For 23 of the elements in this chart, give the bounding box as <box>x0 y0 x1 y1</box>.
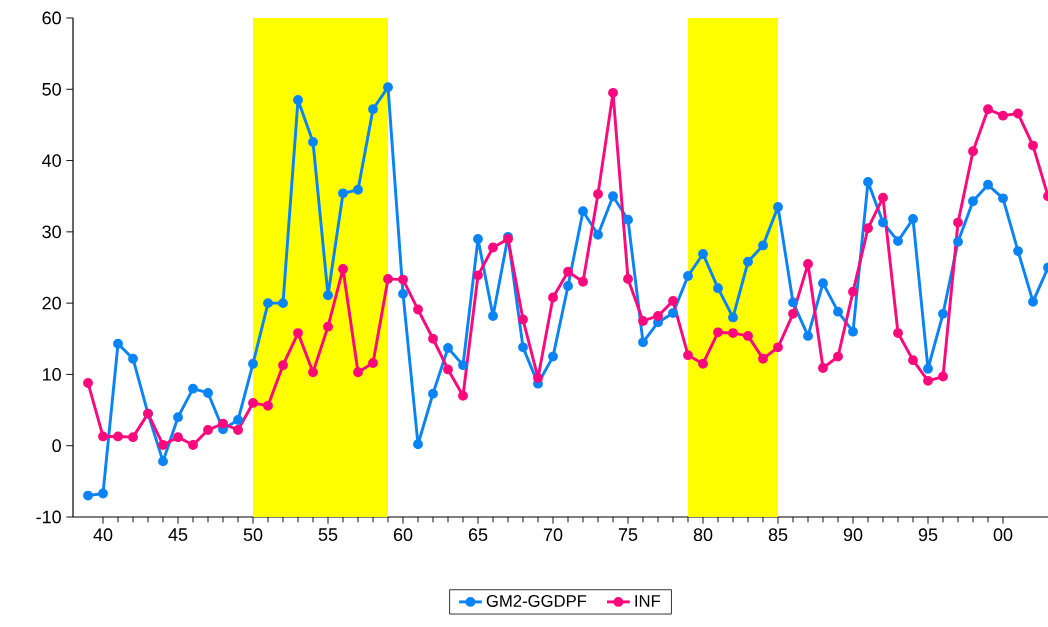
x-tick-label: 95 <box>918 528 938 542</box>
x-tick-label: 65 <box>468 528 488 542</box>
x-tick-label: 55 <box>318 528 338 541</box>
y-tick-label: 30 <box>42 225 61 239</box>
y-tick-label: 20 <box>42 296 61 310</box>
y-tick-label: -10 <box>36 510 61 524</box>
legend-label: GM2-GGDPF <box>486 595 587 607</box>
x-tick-label: 90 <box>843 528 863 542</box>
x-tick-label: 85 <box>768 528 788 542</box>
x-tick-label: 45 <box>168 528 188 541</box>
x-tick-label: 70 <box>543 528 563 542</box>
x-tick-label: 50 <box>243 528 263 542</box>
y-tick-label: 40 <box>42 154 61 167</box>
x-tick-label: 75 <box>618 528 638 541</box>
x-tick-label: 40 <box>93 528 113 542</box>
x-tick-label: 60 <box>393 528 413 542</box>
legend-label: INF <box>635 595 661 607</box>
x-tick-label: 80 <box>693 528 713 542</box>
y-tick-label: 60 <box>42 11 61 25</box>
y-tick-label: 50 <box>42 82 61 96</box>
y-tick-label: 10 <box>43 368 61 381</box>
x-tick-label: 00 <box>993 528 1013 542</box>
y-tick-label: 0 <box>52 439 61 453</box>
